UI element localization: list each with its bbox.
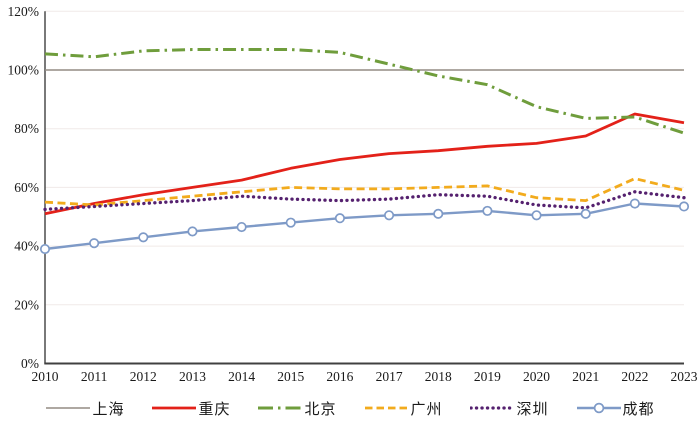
series-marker-chengdu xyxy=(334,213,345,224)
series-marker-chengdu xyxy=(39,243,51,255)
legend-swatch-beijing xyxy=(258,406,303,410)
x-tick-label: 2019 xyxy=(474,369,501,384)
legend-swatch-chongqing xyxy=(152,406,197,410)
x-tick-label: 2012 xyxy=(130,369,157,384)
series-marker-chengdu xyxy=(531,210,542,221)
y-tick-label: 60% xyxy=(14,180,39,195)
series-line-chengdu xyxy=(44,202,685,251)
legend-label-chongqing: 重庆 xyxy=(198,401,231,418)
x-tick-label: 2015 xyxy=(277,369,304,384)
y-tick-label: 120% xyxy=(8,4,40,19)
series-marker-chengdu xyxy=(89,238,100,249)
y-tick-label: 0% xyxy=(21,356,39,371)
series-marker-chengdu xyxy=(138,232,149,243)
x-tick-label: 2013 xyxy=(179,369,206,384)
legend-item-guangzhou: 广州 xyxy=(364,398,443,419)
series-marker-chengdu xyxy=(482,205,493,216)
legend-swatch-shanghai xyxy=(46,407,91,409)
x-tick-label: 2022 xyxy=(621,369,648,384)
x-tick-label: 2010 xyxy=(32,369,59,384)
y-tick-label: 100% xyxy=(8,63,40,78)
legend-swatch-guangzhou xyxy=(364,406,409,410)
legend-label-shanghai: 上海 xyxy=(92,401,125,418)
series-marker-chengdu xyxy=(580,208,591,219)
series-marker-chengdu xyxy=(187,226,198,237)
legend-swatch-chengdu xyxy=(576,402,621,414)
legend-label-shenzhen: 深圳 xyxy=(516,401,549,418)
legend-label-beijing: 北京 xyxy=(304,401,337,418)
y-tick-label: 20% xyxy=(14,297,39,312)
legend-label-chengdu: 成都 xyxy=(622,401,655,418)
x-tick-label: 2014 xyxy=(228,369,255,384)
x-tick-label: 2016 xyxy=(326,369,353,384)
legend-swatch-shenzhen xyxy=(469,406,516,410)
legend-item-chongqing: 重庆 xyxy=(151,398,230,419)
y-tick-label: 40% xyxy=(14,239,39,254)
legend-marker-chengdu xyxy=(593,402,604,414)
x-tick-label: 2011 xyxy=(81,369,108,384)
legend-item-shanghai: 上海 xyxy=(45,398,124,419)
legend-label-guangzhou: 广州 xyxy=(410,401,443,418)
x-tick-label: 2023 xyxy=(671,369,698,384)
series-line-guangzhou xyxy=(44,177,685,207)
series-line-beijing xyxy=(44,48,685,135)
series-line-chongqing xyxy=(44,112,685,216)
x-tick-label: 2020 xyxy=(523,369,550,384)
legend-item-shenzhen: 深圳 xyxy=(469,398,549,419)
series-marker-chengdu xyxy=(433,208,444,219)
x-tick-label: 2021 xyxy=(572,369,599,384)
series-marker-chengdu xyxy=(678,201,690,212)
series-marker-chengdu xyxy=(285,217,296,228)
y-tick-label: 80% xyxy=(14,121,39,136)
chart-legend: 上海 重庆 北京 广州 深圳 成都 xyxy=(0,395,700,421)
legend-item-chengdu: 成都 xyxy=(576,398,655,419)
legend-item-beijing: 北京 xyxy=(257,398,336,419)
series-marker-chengdu xyxy=(236,221,247,233)
x-tick-label: 2018 xyxy=(425,369,452,384)
x-tick-label: 2017 xyxy=(376,369,403,384)
series-line-shenzhen xyxy=(43,190,686,212)
series-marker-chengdu xyxy=(629,198,640,209)
series-marker-chengdu xyxy=(384,210,395,221)
